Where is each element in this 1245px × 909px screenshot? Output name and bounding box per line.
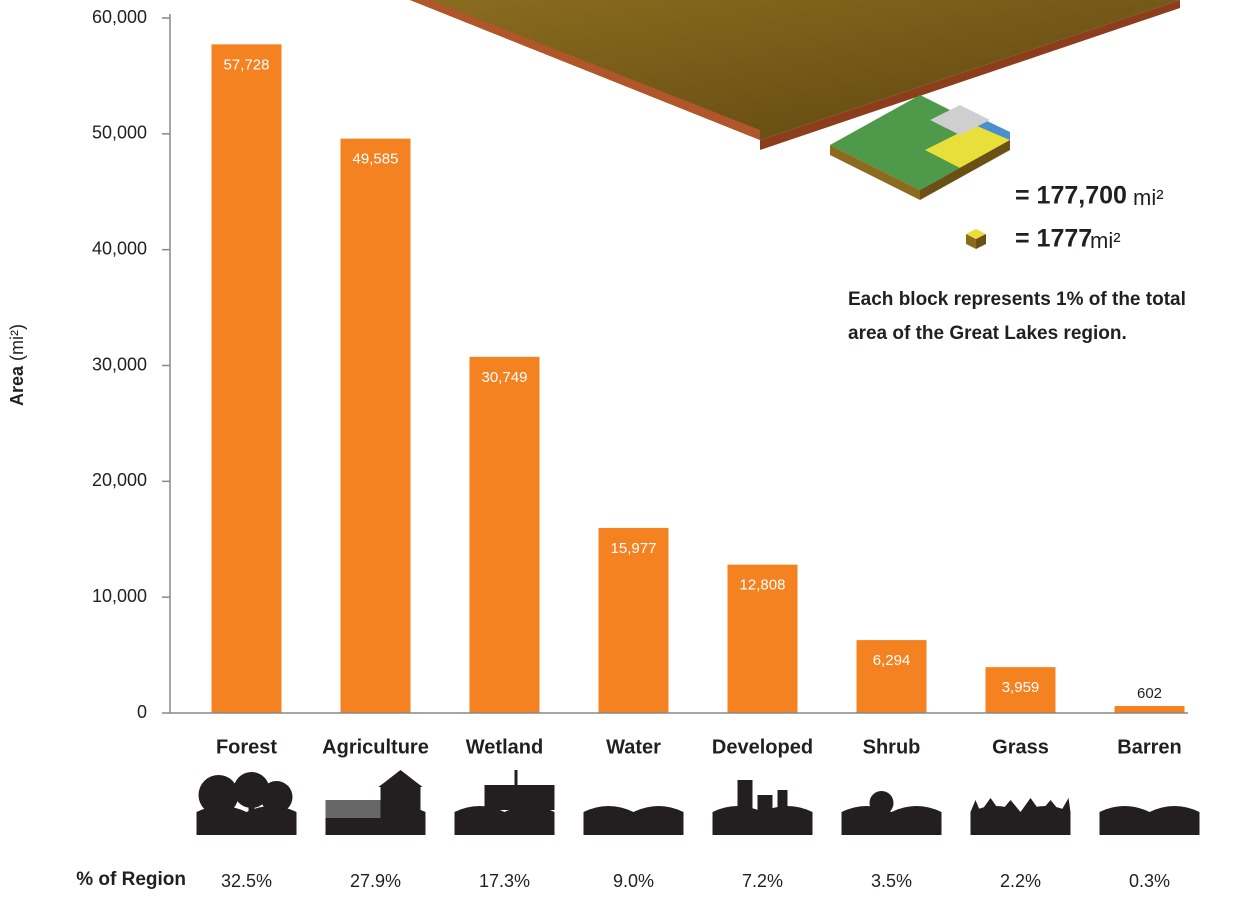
x-tick-label: Agriculture — [322, 736, 429, 758]
share-label: 3.5% — [871, 871, 912, 891]
bar — [985, 667, 1056, 713]
y-tick-label: 40,000 — [92, 238, 147, 258]
x-tick-label: Developed — [712, 736, 813, 758]
icon-roof — [378, 770, 423, 787]
share-label: 27.9% — [350, 871, 401, 891]
icon-ground — [970, 806, 1071, 835]
value-label: 15,977 — [611, 540, 657, 557]
bar — [469, 356, 540, 713]
icon-stack — [777, 790, 788, 820]
value-label: 30,749 — [482, 369, 528, 386]
bar — [727, 564, 798, 713]
icon-ground — [841, 806, 942, 835]
bar — [598, 527, 669, 713]
legend-unit: mi² — [1090, 228, 1121, 253]
bar — [856, 640, 927, 713]
legend-note: Each block represents 1% of the total — [848, 289, 1186, 310]
icon-trunk — [215, 795, 222, 820]
share-label: 0.3% — [1129, 871, 1170, 891]
icon-field — [325, 800, 381, 818]
y-tick-label: 10,000 — [92, 586, 147, 606]
x-tick-label: Barren — [1117, 736, 1181, 758]
y-tick-label: 60,000 — [92, 7, 147, 27]
share-label: 32.5% — [221, 871, 272, 891]
icon-shrub — [869, 791, 894, 815]
icon-building — [737, 780, 753, 820]
icon-barn — [380, 785, 421, 815]
x-tick-label: Wetland — [466, 736, 543, 758]
y-tick-label: 30,000 — [92, 354, 147, 374]
icon-ground — [1099, 806, 1200, 835]
icon-reed — [514, 770, 518, 810]
y-axis-label: Area (mi²) — [7, 324, 27, 406]
value-label: 57,728 — [224, 56, 270, 73]
legend-total: = 177,700 — [1015, 182, 1127, 210]
category-icon — [841, 791, 942, 835]
icon-ground — [454, 806, 555, 835]
value-label: 6,294 — [873, 652, 911, 669]
bar — [340, 138, 411, 714]
share-label: 9.0% — [613, 871, 654, 891]
value-label: 3,959 — [1002, 679, 1040, 696]
decor-block — [410, 0, 1180, 150]
category-icon — [454, 770, 555, 835]
value-label: 602 — [1137, 685, 1162, 702]
x-tick-label: Forest — [216, 736, 277, 758]
x-tick-label: Grass — [992, 736, 1049, 758]
share-label: 2.2% — [1000, 871, 1041, 891]
legend-note: area of the Great Lakes region. — [848, 323, 1127, 344]
icon-trunk — [248, 790, 255, 815]
icon-grass — [970, 798, 1071, 812]
icon-reeds — [484, 785, 555, 810]
icon-building — [757, 795, 773, 820]
x-tick-label: Shrub — [863, 736, 921, 758]
value-label: 49,585 — [353, 151, 399, 168]
bar — [211, 44, 282, 714]
share-label: 7.2% — [742, 871, 783, 891]
category-icon — [196, 772, 297, 835]
category-icon — [1099, 806, 1200, 835]
category-icon — [712, 780, 813, 835]
share-label: 17.3% — [479, 871, 530, 891]
bar — [1114, 706, 1185, 713]
icon-trunk — [273, 797, 280, 822]
y-label-unit: (mi²) — [7, 324, 27, 361]
category-icon — [325, 770, 426, 835]
y-tick-label: 50,000 — [92, 123, 147, 143]
legend-block-size: = 1777 — [1015, 225, 1092, 253]
share-title: % of Region — [76, 869, 186, 890]
icon-ground — [583, 806, 684, 835]
legend-block — [830, 95, 1010, 249]
x-tick-label: Water — [606, 736, 661, 758]
category-icon — [583, 806, 684, 835]
y-tick-label: 0 — [137, 702, 147, 722]
y-tick-label: 20,000 — [92, 470, 147, 490]
legend-unit: mi² — [1133, 185, 1164, 210]
value-label: 12,808 — [740, 577, 786, 594]
y-label: Area — [7, 365, 27, 406]
category-icon — [970, 798, 1071, 835]
